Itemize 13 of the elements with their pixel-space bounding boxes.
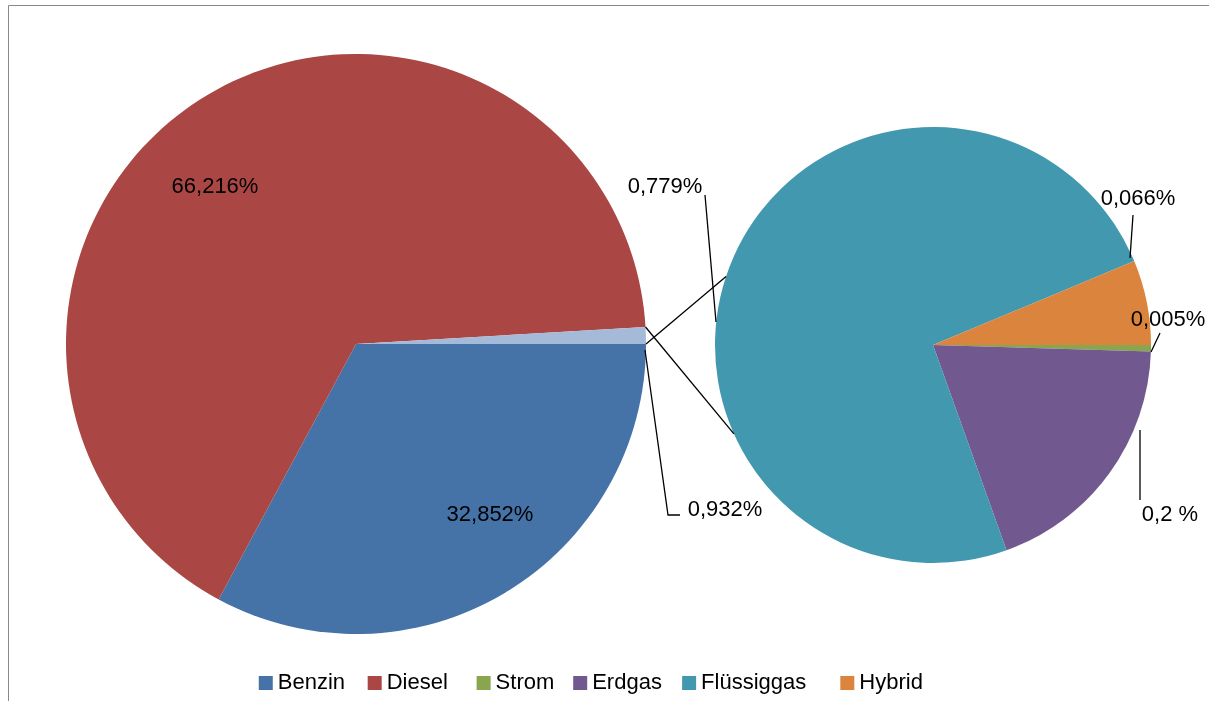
- legend-label: Strom: [495, 668, 555, 694]
- legend-label: Erdgas: [592, 668, 662, 694]
- data-label: 66,216%: [171, 172, 259, 198]
- data-label: 0,2 %: [1141, 500, 1199, 526]
- legend-label: Hybrid: [859, 668, 923, 694]
- data-label: 0,779%: [627, 172, 703, 198]
- data-label: 32,852%: [446, 500, 534, 526]
- legend-label: Diesel: [386, 668, 448, 694]
- legend-label: Benzin: [277, 668, 346, 694]
- data-label: 0,932%: [687, 495, 763, 521]
- pie-slice: [218, 344, 646, 634]
- data-label: 0,066%: [1100, 184, 1176, 210]
- legend-label: Flüssiggas: [701, 668, 807, 694]
